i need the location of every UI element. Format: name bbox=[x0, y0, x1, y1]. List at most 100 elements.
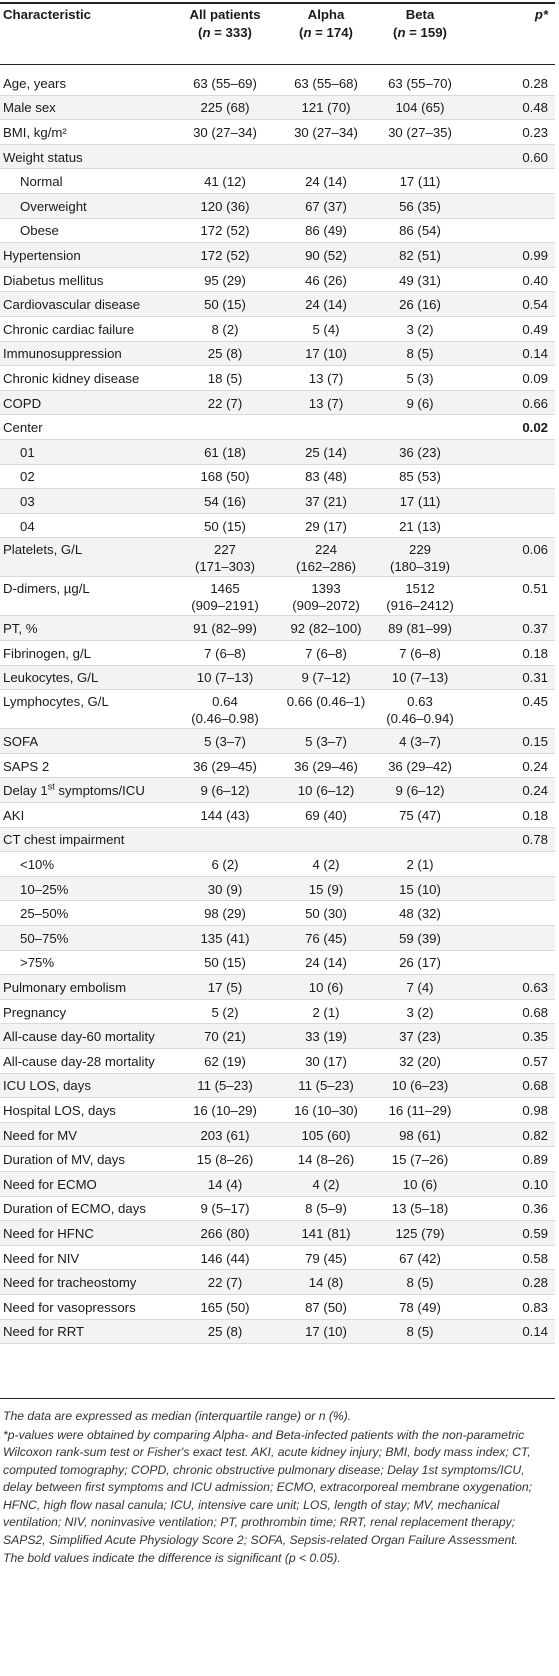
alpha-value: 11 (5–23) bbox=[298, 1078, 354, 1094]
row-label: Pregnancy bbox=[3, 1004, 67, 1020]
table-row: Delay 1st symptoms/ICU 9 (6–12) 10 (6–12) 9… bbox=[0, 778, 555, 803]
row-label: >75% bbox=[20, 955, 55, 971]
p-value: 0.14 bbox=[522, 1324, 548, 1340]
table-row: Cardiovascular disease 50 (15) 24 (14) 26 (… bbox=[0, 292, 555, 317]
alpha-value: 9 (7–12) bbox=[301, 670, 351, 686]
alpha-value: 4 (2) bbox=[312, 1176, 340, 1192]
beta-value: 59 (39) bbox=[399, 930, 441, 946]
p-value: 0.24 bbox=[522, 758, 548, 774]
beta-value: 5 (3) bbox=[406, 370, 434, 386]
alpha-n-value: 174 bbox=[326, 25, 349, 40]
all-patients-value: 61 (18) bbox=[204, 444, 246, 460]
alpha-value: 33 (19) bbox=[305, 1029, 347, 1045]
beta-value: 63 (55–70) bbox=[388, 75, 452, 91]
alpha-value: 92 (82–100) bbox=[290, 621, 362, 637]
beta-value: 30 (27–35) bbox=[388, 124, 452, 140]
footnote-data-format: The data are expressed as median (interq… bbox=[3, 1409, 352, 1423]
beta-value: 36 (23) bbox=[399, 444, 441, 460]
table-row: All-cause day-28 mortality 62 (19) 30 (17)… bbox=[0, 1049, 555, 1074]
beta-value: 10 (7–13) bbox=[391, 670, 449, 686]
beta-value: 67 (42) bbox=[399, 1250, 441, 1266]
beta-value: 86 (54) bbox=[399, 223, 441, 239]
header-p-value: p* bbox=[470, 6, 548, 24]
beta-value: 26 (16) bbox=[399, 297, 441, 313]
row-label: Center bbox=[3, 420, 43, 436]
beta-value: 48 (32) bbox=[399, 906, 441, 922]
all-patients-value: 17 (5) bbox=[207, 979, 243, 995]
beta-value: 9 (6) bbox=[406, 395, 434, 411]
beta-value: 49 (31) bbox=[399, 272, 441, 288]
alpha-value: 0.66 (0.46–1) bbox=[286, 694, 366, 710]
table-row: 03 54 (16) 37 (21) 17 (11) bbox=[0, 489, 555, 514]
row-label: Chronic kidney disease bbox=[3, 370, 140, 386]
row-label: Age, years bbox=[3, 75, 67, 91]
all-patients-value: 5 (2) bbox=[211, 1004, 239, 1020]
row-label: Hospital LOS, days bbox=[3, 1102, 116, 1118]
top-rule bbox=[0, 2, 555, 4]
row-label: 03 bbox=[20, 493, 35, 509]
table-row: Need for MV 203 (61) 105 (60) 98 (61) 0.82 bbox=[0, 1122, 555, 1148]
alpha-value: 36 (29–46) bbox=[294, 758, 358, 774]
alpha-value: 10 (6–12) bbox=[297, 783, 355, 799]
alpha-value: 4 (2) bbox=[312, 856, 340, 872]
alpha-value: 8 (5–9) bbox=[305, 1201, 347, 1217]
all-patients-value: 98 (29) bbox=[204, 906, 246, 922]
all-patients-value: 165 (50) bbox=[200, 1299, 250, 1315]
beta-value: 10 (6) bbox=[402, 1176, 438, 1192]
alpha-value: 10 (6) bbox=[308, 979, 344, 995]
alpha-value: 76 (45) bbox=[305, 930, 347, 946]
table-row: Diabetus mellitus 95 (29) 46 (26) 49 (31) 0.… bbox=[0, 268, 555, 293]
alpha-value: 5 (4) bbox=[312, 321, 340, 337]
p-value: 0.60 bbox=[522, 149, 548, 165]
alpha-value: 25 (14) bbox=[305, 444, 347, 460]
row-label: Male sex bbox=[3, 100, 56, 116]
table-row: All-cause day-60 mortality 70 (21) 33 (19)… bbox=[0, 1024, 555, 1049]
row-label: 04 bbox=[20, 518, 35, 534]
all-patients-value: 14 (4) bbox=[207, 1176, 243, 1192]
row-label: 01 bbox=[20, 444, 35, 460]
alpha-value: 69 (40) bbox=[305, 807, 347, 823]
alpha-value: 24 (14) bbox=[305, 955, 347, 971]
all-patients-value: 16 (10–29) bbox=[193, 1102, 257, 1118]
alpha-value: 63 (55–68) bbox=[294, 75, 358, 91]
beta-value: 15 (7–26) bbox=[391, 1152, 449, 1168]
row-label: SAPS 2 bbox=[3, 758, 50, 774]
row-label: Overweight bbox=[20, 198, 87, 214]
beta-value: 104 (65) bbox=[395, 100, 445, 116]
table-row: Chronic cardiac failure 8 (2) 5 (4) 3 (2) 0.… bbox=[0, 317, 555, 342]
all-patients-value: 168 (50) bbox=[200, 469, 250, 485]
alpha-value: 7 (6–8) bbox=[305, 645, 347, 661]
header-beta-label: Beta bbox=[405, 7, 435, 22]
beta-value: 125 (79) bbox=[395, 1225, 445, 1241]
row-label: Need for NIV bbox=[3, 1250, 80, 1266]
all-patients-value: 62 (19) bbox=[204, 1053, 246, 1069]
table-row: CT chest impairment 0.78 bbox=[0, 827, 555, 853]
p-value: 0.68 bbox=[522, 1004, 548, 1020]
beta-value: 7 (6–8) bbox=[399, 645, 441, 661]
table-row: Age, years 63 (55–69) 63 (55–68) 63 (55–70)… bbox=[0, 71, 555, 96]
table-row: <10% 6 (2) 4 (2) 2 (1) bbox=[0, 852, 555, 877]
header-beta: Beta (n = 159) bbox=[376, 6, 464, 42]
row-label: D-dimers, µg/L bbox=[3, 581, 90, 597]
p-value: 0.23 bbox=[522, 124, 548, 140]
p-value: 0.35 bbox=[522, 1029, 548, 1045]
all-patients-value: 6 (2) bbox=[211, 856, 239, 872]
header-all-patients-label: All patients bbox=[189, 7, 261, 22]
footnote-abbreviations: *p-values were obtained by comparing Alp… bbox=[3, 1427, 533, 1547]
alpha-value: 50 (30) bbox=[305, 906, 347, 922]
all-patients-value: 9 (6–12) bbox=[200, 783, 250, 799]
beta-value: 8 (5) bbox=[406, 346, 434, 362]
alpha-value: 30 (27–34) bbox=[294, 124, 358, 140]
footnote-bold-values: The bold values indicate the difference … bbox=[3, 1551, 341, 1565]
alpha-value: 90 (52) bbox=[305, 247, 347, 263]
table-row: Overweight 120 (36) 67 (37) 56 (35) bbox=[0, 194, 555, 219]
header-alpha-label: Alpha bbox=[307, 7, 345, 22]
all-patients-value: 120 (36) bbox=[200, 198, 250, 214]
p-value: 0.31 bbox=[522, 670, 548, 686]
table-row: SAPS 2 36 (29–45) 36 (29–46) 36 (29–42) 0.24 bbox=[0, 754, 555, 779]
all-patients-value: 54 (16) bbox=[204, 493, 246, 509]
table-row: Lymphocytes, G/L 0.64 (0.46–0.98) 0.66 (0.… bbox=[0, 690, 555, 730]
p-value: 0.40 bbox=[522, 272, 548, 288]
beta-value: 82 (51) bbox=[399, 247, 441, 263]
alpha-value: 13 (7) bbox=[308, 395, 344, 411]
